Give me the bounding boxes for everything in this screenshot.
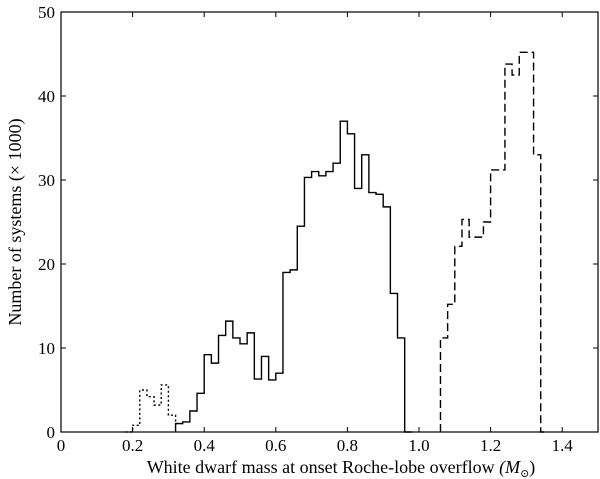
y-axis-title: Number of systems (× 1000)	[5, 118, 26, 325]
x-axis-title: White dwarf mass at onset Roche-lobe ove…	[147, 457, 536, 479]
y-tick-label: 50	[38, 3, 55, 22]
x-axis-unit-close: )	[529, 457, 535, 478]
y-tick-label: 30	[38, 171, 55, 190]
x-tick-label: 1.2	[480, 436, 501, 455]
y-tick-label: 10	[38, 339, 55, 358]
y-tick-label: 0	[47, 423, 56, 442]
series-layer	[125, 51, 548, 433]
series-dotted-line	[125, 384, 183, 433]
x-tick-label: 0.8	[337, 436, 358, 455]
x-tick-label: 1.4	[552, 436, 574, 455]
plot-frame	[60, 11, 599, 433]
x-tick-label: 0.6	[265, 436, 286, 455]
x-tick-label: 1.0	[408, 436, 429, 455]
tick-layer: 0 0.2 0.4 0.6 0.8 1.0 1.2 1.4 0 10 20 30 40 50	[38, 3, 598, 455]
x-tick-label: 0.2	[122, 436, 143, 455]
x-tick-label: 0.4	[194, 436, 216, 455]
x-axis-unit-open: (M	[499, 457, 521, 478]
series-solid-line	[174, 120, 412, 433]
series-dashed-line	[439, 51, 548, 433]
y-tick-label: 20	[38, 255, 55, 274]
x-tick-label: 0	[57, 436, 66, 455]
y-tick-label: 40	[38, 87, 55, 106]
x-axis-unit-sub: ⊙	[520, 468, 529, 479]
x-axis-title-text: White dwarf mass at onset Roche-lobe ove…	[147, 457, 495, 477]
